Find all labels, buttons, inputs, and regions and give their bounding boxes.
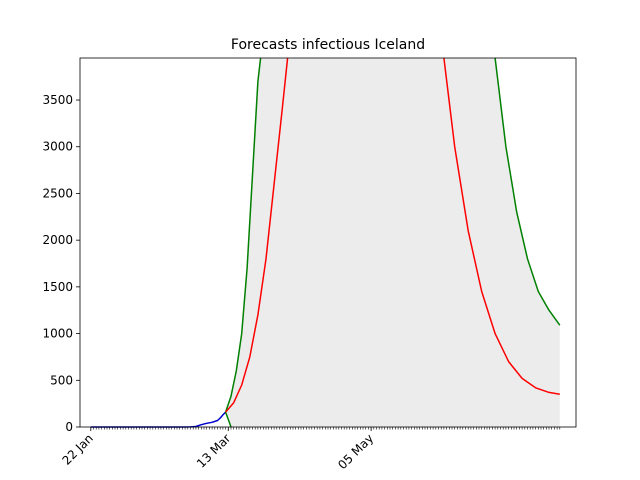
series-line-3 [225, 57, 289, 413]
series-line-0 [90, 411, 227, 428]
y-tick-label: 2500 [42, 186, 73, 200]
series-line-2 [224, 411, 232, 428]
axes-frame [79, 57, 577, 428]
y-tick-label: 500 [50, 373, 73, 387]
chart-title: Forecasts infectious Iceland [231, 37, 425, 53]
x-tick-label: 13 Mar [194, 431, 233, 470]
x-minor-ticks [90, 427, 561, 430]
y-tick-label: 3500 [42, 93, 73, 107]
y-tick-label: 2000 [42, 233, 73, 247]
y-axis: 0 500 1000 1500 2000 2500 3000 3500 [42, 93, 80, 434]
series-line-1 [224, 57, 262, 413]
x-tick-label: 05 May [335, 431, 376, 472]
plot-area [90, 57, 561, 428]
y-tick-label: 1500 [42, 280, 73, 294]
y-tick-label: 1000 [42, 327, 73, 341]
x-axis: 22 Jan 13 Mar 05 May [59, 427, 376, 472]
x-tick-label: 22 Jan [59, 431, 95, 467]
y-tick-label: 0 [65, 420, 73, 434]
series-line-4 [443, 57, 560, 396]
series-line-5 [494, 57, 561, 326]
y-tick-label: 3000 [42, 140, 73, 154]
forecast-band [225, 58, 560, 427]
